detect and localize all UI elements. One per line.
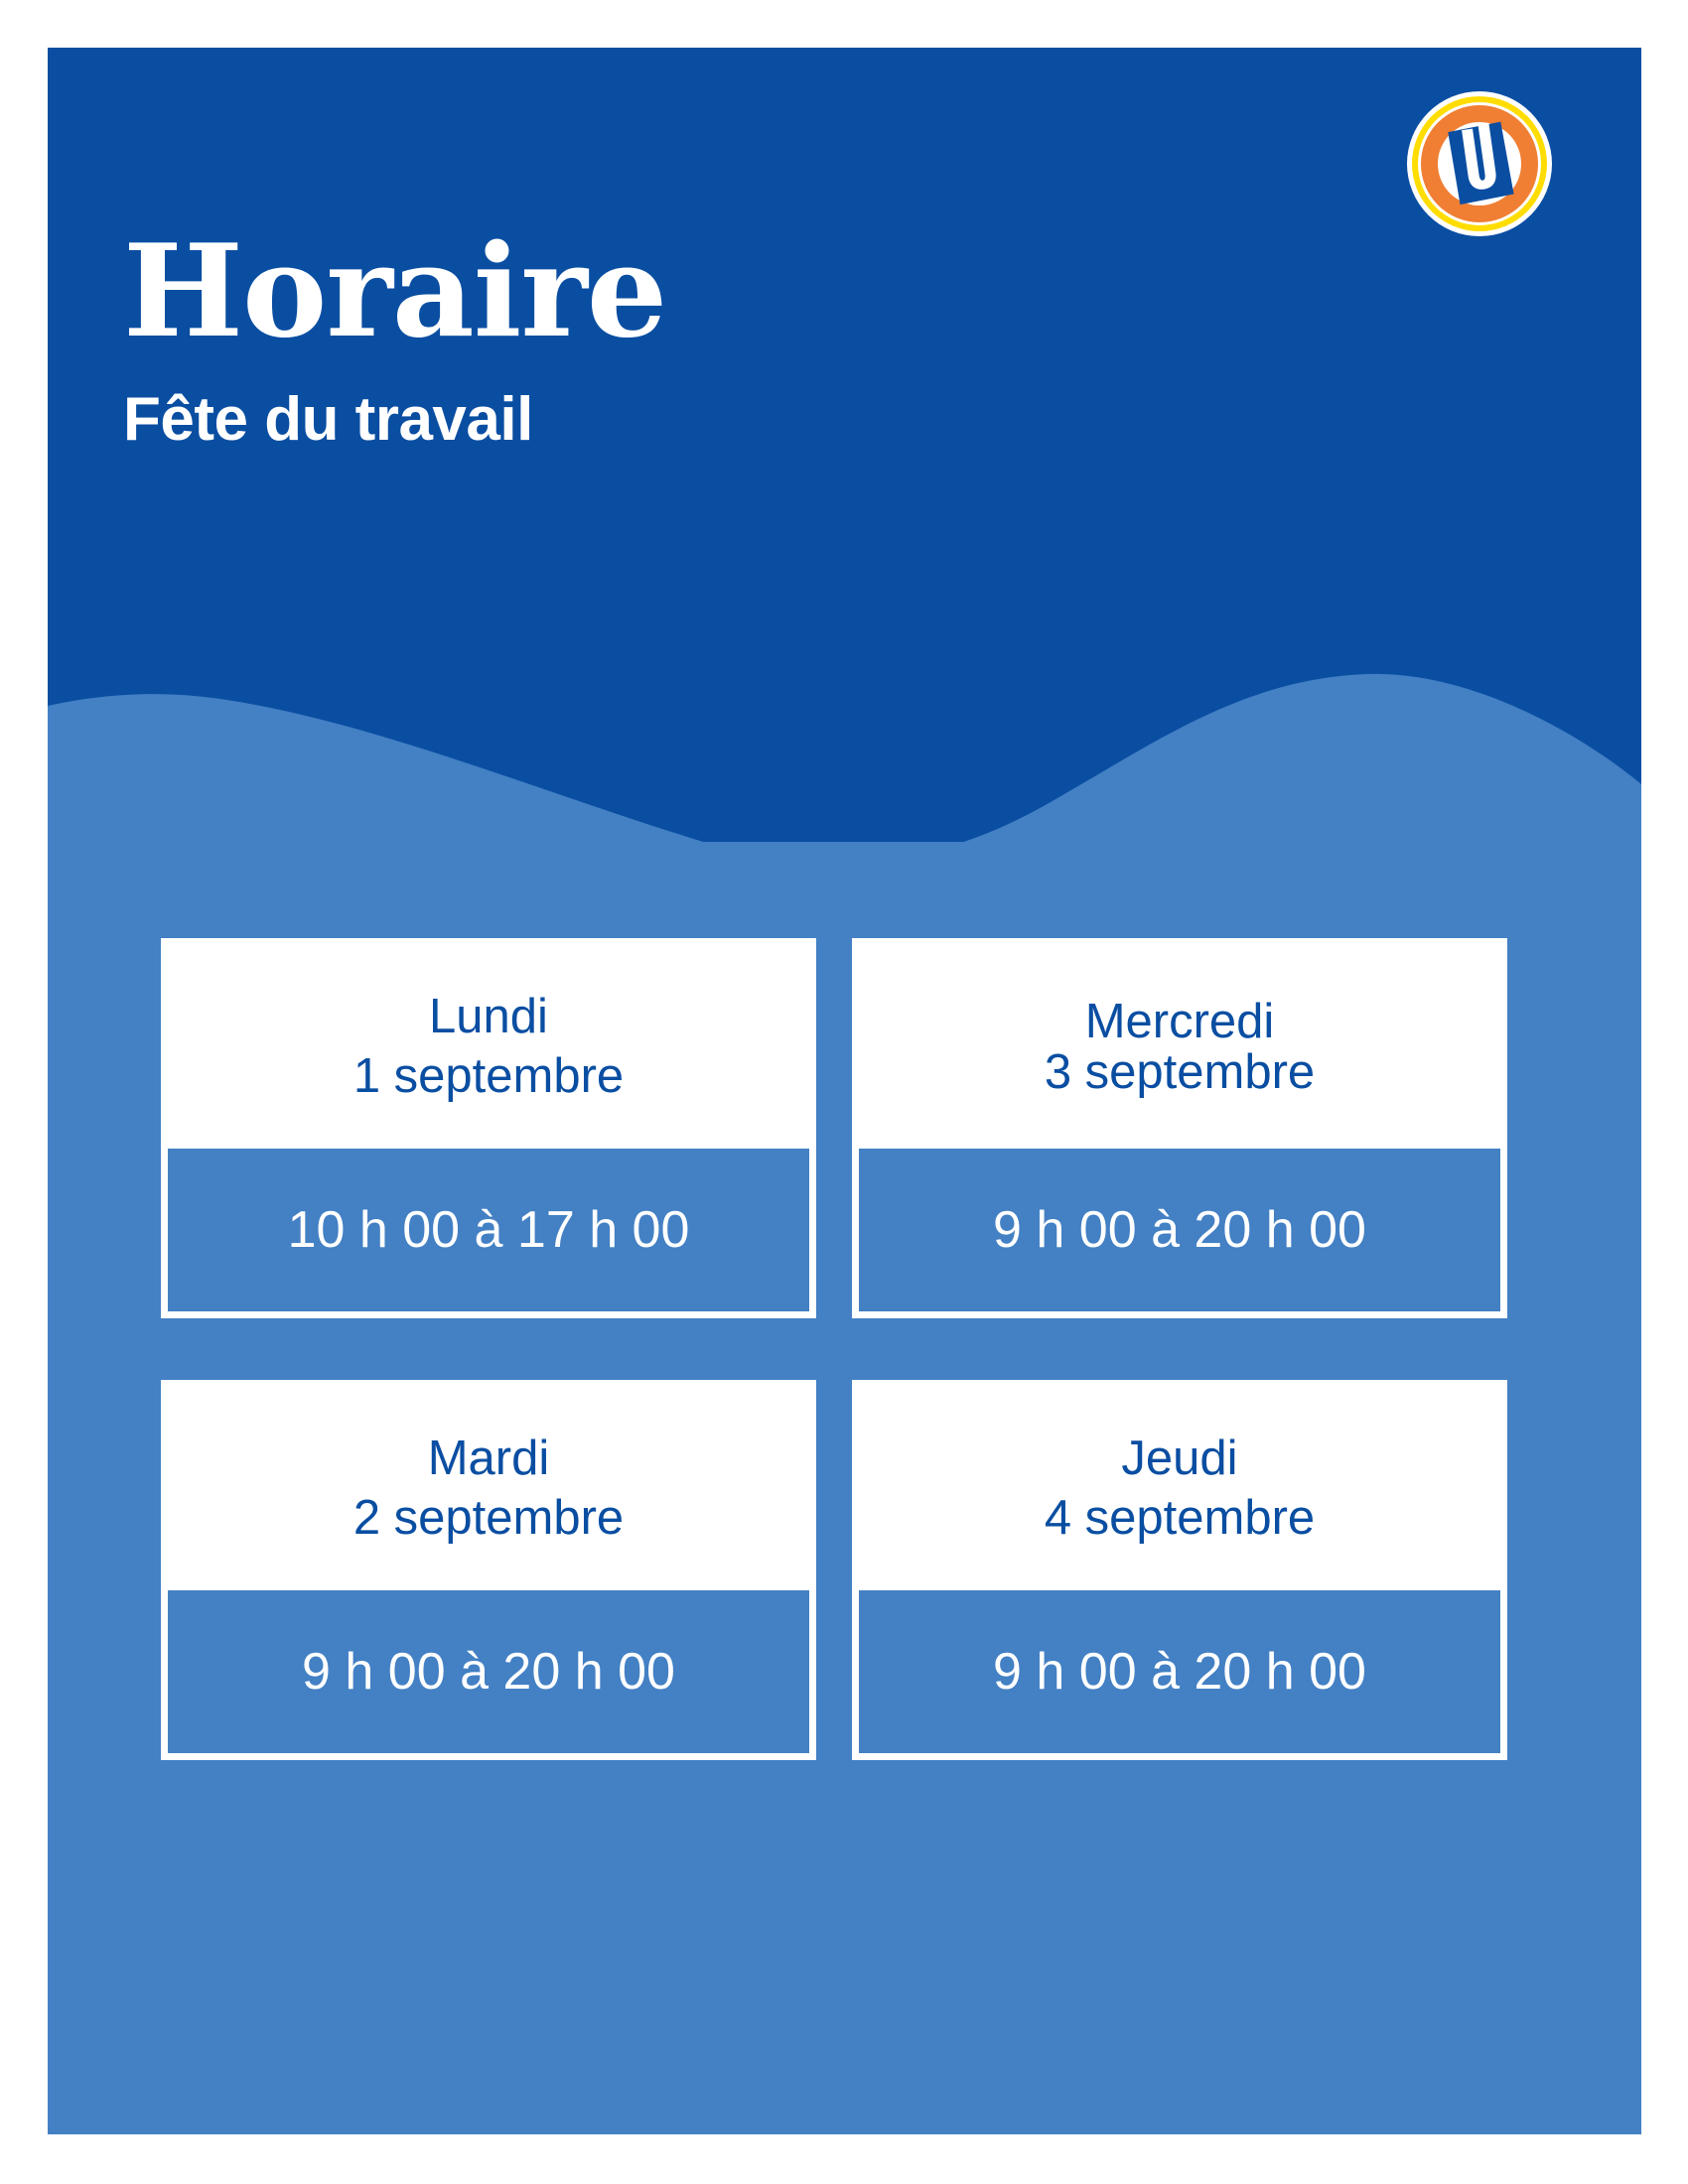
header-text-block: Horaire Fête du travail: [123, 228, 1017, 451]
page-subtitle: Fête du travail: [123, 385, 533, 454]
day-card-header: Mercredi 3 septembre: [859, 945, 1500, 1149]
day-name: Jeudi: [1121, 1432, 1238, 1485]
day-card-mercredi[interactable]: Mercredi 3 septembre 9 h 00 à 20 h 00: [852, 938, 1507, 1318]
day-date: 2 septembre: [352, 1491, 625, 1545]
u-logo-icon: [1407, 91, 1552, 236]
schedule-poster: Horaire Fête du travail Lundi 1 septembr…: [48, 48, 1641, 2134]
day-name: Mardi: [427, 1432, 550, 1485]
day-hours: 10 h 00 à 17 h 00: [168, 1149, 809, 1311]
schedule-card-grid: Lundi 1 septembre 10 h 00 à 17 h 00 Merc…: [161, 938, 1531, 1760]
day-card-lundi[interactable]: Lundi 1 septembre 10 h 00 à 17 h 00: [161, 938, 816, 1318]
day-card-mardi[interactable]: Mardi 2 septembre 9 h 00 à 20 h 00: [161, 1380, 816, 1760]
day-hours: 9 h 00 à 20 h 00: [168, 1590, 809, 1753]
day-date: 4 septembre: [1044, 1491, 1316, 1545]
day-card-jeudi[interactable]: Jeudi 4 septembre 9 h 00 à 20 h 00: [852, 1380, 1507, 1760]
day-card-header: Lundi 1 septembre: [168, 945, 809, 1149]
day-card-header: Mardi 2 septembre: [168, 1387, 809, 1590]
day-name: Lundi: [429, 990, 548, 1043]
day-date: 1 septembre: [352, 1049, 625, 1103]
day-hours: 9 h 00 à 20 h 00: [859, 1149, 1500, 1311]
u-logo: [1405, 89, 1554, 238]
day-name: Mercredi: [1084, 994, 1275, 1048]
day-card-header: Jeudi 4 septembre: [859, 1387, 1500, 1590]
day-date: 3 septembre: [1044, 1044, 1316, 1099]
day-hours: 9 h 00 à 20 h 00: [859, 1590, 1500, 1753]
page-title: Horaire: [123, 217, 667, 366]
